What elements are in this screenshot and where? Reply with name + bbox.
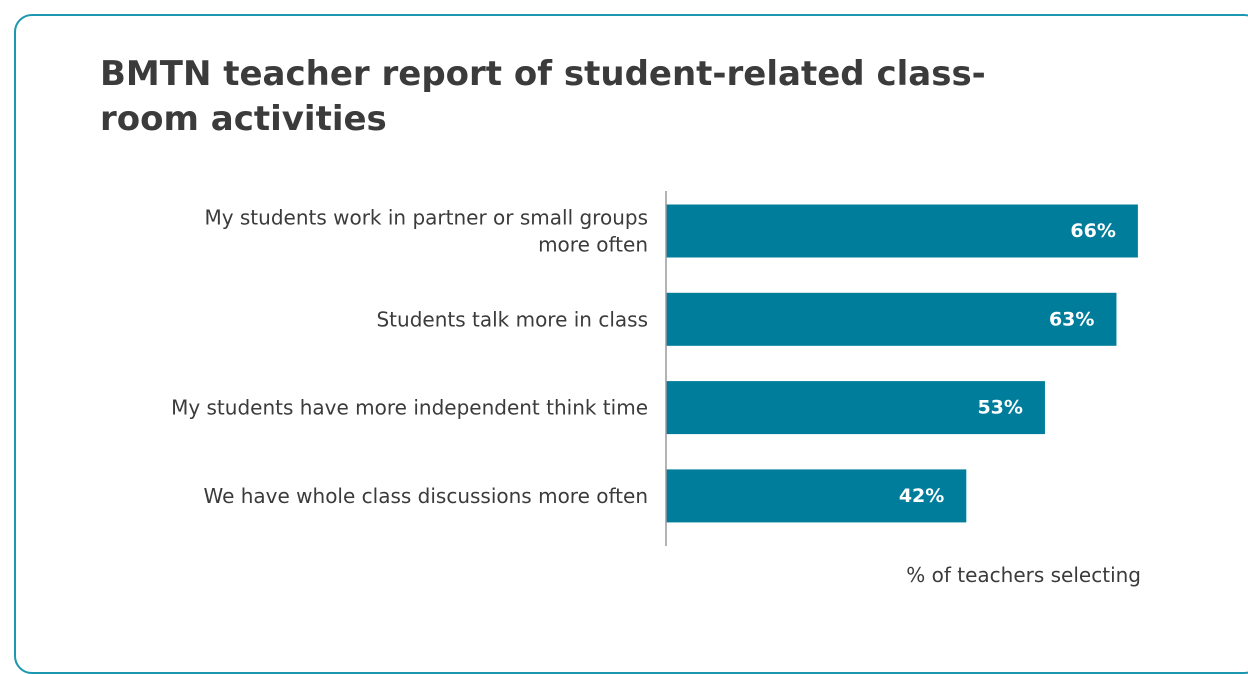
category-label-3: My students have more independent think …	[171, 396, 648, 420]
value-label-1: 66%	[1070, 220, 1115, 242]
category-label-1-line-1: My students work in partner or small gro…	[204, 206, 648, 230]
bar-3	[666, 381, 1045, 435]
value-label-2: 63%	[1049, 308, 1094, 330]
bar-4	[666, 469, 967, 523]
value-label-4: 42%	[899, 485, 944, 507]
value-label-3: 53%	[977, 397, 1022, 419]
bar-2	[666, 292, 1117, 346]
bar-1	[666, 204, 1138, 258]
bar-chart: 66% My students work in partner or small …	[171, 191, 1141, 587]
chart-title: BMTN teacher report of student-related c…	[100, 54, 986, 139]
category-label-1-line-2: more often	[538, 233, 648, 257]
category-label-2: Students talk more in class	[376, 307, 648, 331]
category-label-4: We have whole class discussions more oft…	[203, 484, 648, 508]
x-axis-label: % of teachers selecting	[906, 563, 1141, 587]
